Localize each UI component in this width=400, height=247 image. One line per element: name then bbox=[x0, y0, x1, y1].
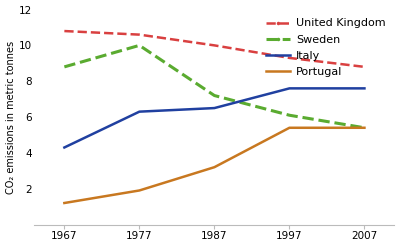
Portugal bbox=[362, 126, 367, 129]
Sweden bbox=[62, 65, 67, 68]
Y-axis label: CO₂ emissions in metric tonnes: CO₂ emissions in metric tonnes bbox=[6, 41, 16, 194]
United Kingdom bbox=[212, 44, 217, 47]
United Kingdom bbox=[287, 56, 292, 59]
Sweden bbox=[362, 126, 367, 129]
Line: United Kingdom: United Kingdom bbox=[64, 31, 364, 67]
Portugal bbox=[137, 189, 142, 192]
Sweden bbox=[212, 94, 217, 97]
Italy bbox=[62, 146, 67, 149]
Italy bbox=[287, 87, 292, 90]
United Kingdom bbox=[362, 65, 367, 68]
Line: Italy: Italy bbox=[64, 88, 364, 147]
United Kingdom bbox=[62, 30, 67, 33]
Line: Portugal: Portugal bbox=[64, 128, 364, 203]
Sweden bbox=[137, 44, 142, 47]
Portugal bbox=[287, 126, 292, 129]
Portugal bbox=[212, 166, 217, 169]
Italy bbox=[137, 110, 142, 113]
Line: Sweden: Sweden bbox=[64, 45, 364, 128]
Italy bbox=[212, 107, 217, 110]
Italy bbox=[362, 87, 367, 90]
United Kingdom bbox=[137, 33, 142, 36]
Portugal bbox=[62, 202, 67, 205]
Legend: United Kingdom, Sweden, Italy, Portugal: United Kingdom, Sweden, Italy, Portugal bbox=[262, 15, 389, 80]
Sweden bbox=[287, 114, 292, 117]
